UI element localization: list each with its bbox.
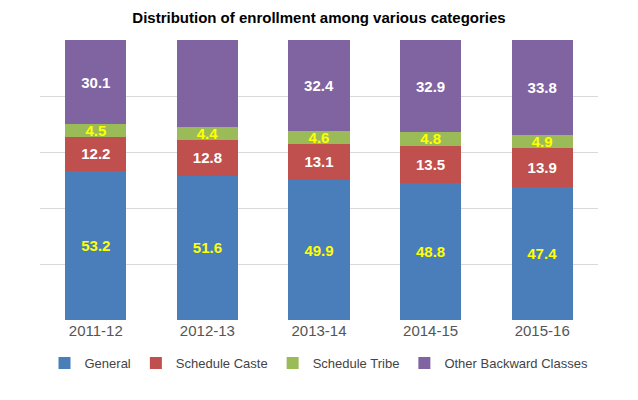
svg-text:13.1: 13.1 [304, 153, 333, 170]
svg-text:Schedule Caste: Schedule Caste [176, 356, 268, 371]
svg-text:53.2: 53.2 [81, 237, 110, 254]
svg-text:Other Backward Classes: Other Backward Classes [444, 356, 588, 371]
svg-text:4.5: 4.5 [85, 122, 106, 139]
svg-text:12.8: 12.8 [193, 149, 222, 166]
svg-text:4.4: 4.4 [197, 125, 219, 142]
svg-text:2012-13: 2012-13 [180, 322, 235, 339]
svg-text:47.4: 47.4 [527, 245, 557, 262]
svg-text:49.9: 49.9 [304, 242, 333, 259]
svg-text:2015-16: 2015-16 [515, 322, 570, 339]
svg-text:2013-14: 2013-14 [291, 322, 346, 339]
svg-text:Distribution of enrollment amo: Distribution of enrollment among various… [132, 9, 505, 26]
svg-text:13.5: 13.5 [416, 156, 445, 173]
svg-text:4.8: 4.8 [420, 130, 441, 147]
svg-text:4.9: 4.9 [532, 133, 553, 150]
svg-text:32.9: 32.9 [416, 78, 445, 95]
svg-text:13.9: 13.9 [528, 159, 557, 176]
svg-text:4.6: 4.6 [309, 129, 330, 146]
svg-text:48.8: 48.8 [416, 243, 445, 260]
svg-text:30.1: 30.1 [81, 74, 110, 91]
svg-text:33.8: 33.8 [528, 79, 557, 96]
svg-text:12.2: 12.2 [81, 145, 110, 162]
svg-text:Schedule Tribe: Schedule Tribe [313, 356, 400, 371]
svg-text:2014-15: 2014-15 [403, 322, 458, 339]
svg-text:2011-12: 2011-12 [69, 322, 123, 339]
svg-text:51.6: 51.6 [193, 239, 222, 256]
svg-text:General: General [85, 356, 131, 371]
svg-text:32.4: 32.4 [304, 77, 334, 94]
